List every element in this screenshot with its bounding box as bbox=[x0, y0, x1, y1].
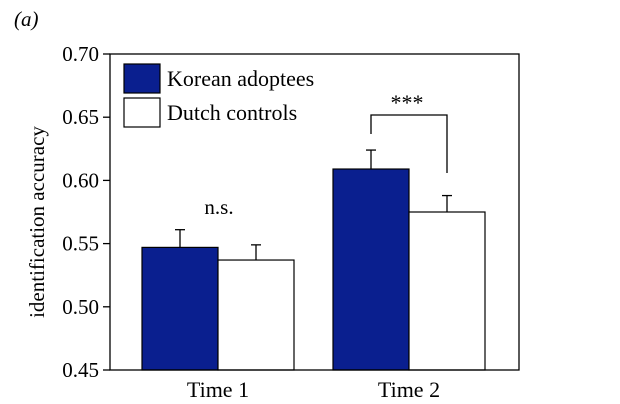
annotation-ns: n.s. bbox=[204, 195, 233, 219]
y-axis-title: identification accuracy bbox=[25, 126, 49, 318]
plot-frame bbox=[109, 53, 520, 371]
legend-label-korean: Korean adoptees bbox=[167, 66, 314, 91]
y-tick-label: 0.45 bbox=[62, 358, 99, 382]
x-tick-label: Time 1 bbox=[187, 377, 249, 402]
bar-dutch-1 bbox=[217, 259, 295, 371]
panel-label: (a) bbox=[14, 7, 39, 31]
y-tick-label: 0.50 bbox=[62, 295, 99, 319]
bar-korean-2 bbox=[332, 168, 410, 371]
x-tick-labels-layer: Time 1 Time 2 bbox=[187, 377, 440, 402]
bars-layer bbox=[141, 168, 486, 371]
y-ticks-layer: 0.45 0.50 0.55 0.60 0.65 0.70 bbox=[62, 42, 110, 382]
bar-korean-1 bbox=[141, 246, 219, 371]
legend: Korean adoptees Dutch controls bbox=[123, 63, 314, 128]
y-tick-label: 0.55 bbox=[62, 232, 99, 256]
y-axis-label: identification accuracy bbox=[25, 126, 49, 318]
legend-swatch-dutch bbox=[123, 97, 161, 128]
legend-label-dutch: Dutch controls bbox=[167, 100, 297, 125]
annotations-layer: n.s. *** bbox=[204, 90, 448, 219]
y-tick-label: 0.70 bbox=[62, 42, 99, 66]
significance-bracket bbox=[370, 114, 448, 173]
y-tick-label: 0.65 bbox=[62, 105, 99, 129]
annotation-significance: *** bbox=[391, 90, 424, 115]
bar-dutch-2 bbox=[408, 211, 486, 371]
legend-swatch-korean bbox=[123, 63, 161, 94]
x-tick-label: Time 2 bbox=[378, 377, 440, 402]
error-bars-layer bbox=[175, 149, 452, 261]
y-tick-label: 0.60 bbox=[62, 168, 99, 192]
